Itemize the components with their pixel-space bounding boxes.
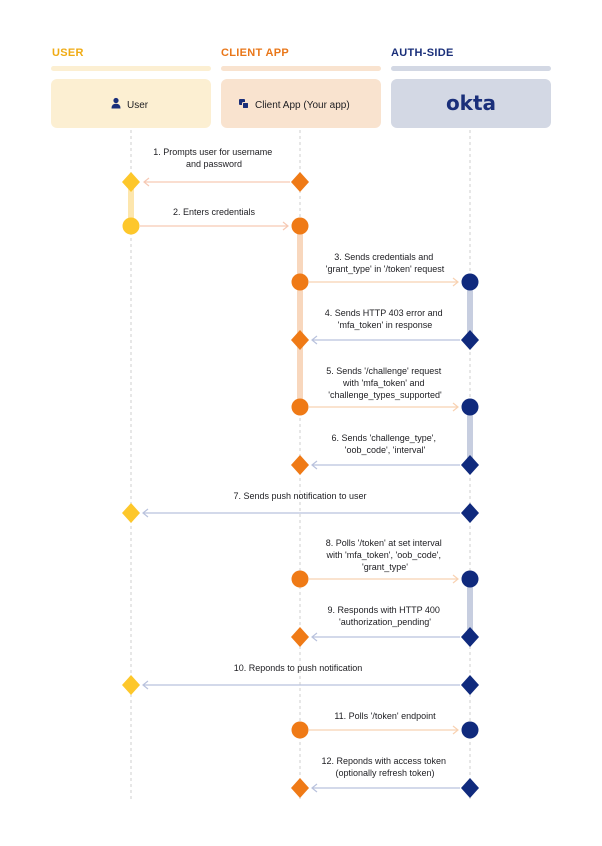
message-label: 8. Polls '/token' at set interval with '… xyxy=(326,538,445,572)
client-circle-node xyxy=(291,273,309,291)
app-windows-icon xyxy=(239,99,249,109)
message-label: 4. Sends HTTP 403 error and 'mfa_token' … xyxy=(325,308,445,330)
message-label: 5. Sends '/challenge' request with 'mfa_… xyxy=(326,366,444,400)
auth-diamond-node xyxy=(461,627,479,647)
message-7: 7. Sends push notification to user xyxy=(142,491,460,518)
lane-title-auth: AUTH-SIDE xyxy=(391,47,454,59)
actor-label-user: User xyxy=(127,100,149,111)
message-4: 4. Sends HTTP 403 error and 'mfa_token' … xyxy=(311,308,460,345)
client-diamond-node xyxy=(291,455,309,475)
actor-box-auth xyxy=(391,79,551,128)
auth-diamond-node xyxy=(461,330,479,350)
actor-label-client: Client App (Your app) xyxy=(255,100,350,111)
message-6: 6. Sends 'challenge_type', 'oob_code', '… xyxy=(311,433,460,470)
auth-diamond-node xyxy=(461,778,479,798)
auth-circle-node xyxy=(461,273,479,291)
person-icon xyxy=(111,97,121,109)
message-10: 10. Reponds to push notification xyxy=(142,663,460,690)
client-circle-node xyxy=(291,398,309,416)
auth-circle-node xyxy=(461,398,479,416)
client-circle-node xyxy=(291,570,309,588)
message-9: 9. Responds with HTTP 400 'authorization… xyxy=(311,605,460,642)
lane-title-user: USER xyxy=(52,47,84,59)
message-label: 12. Reponds with access token (optionall… xyxy=(321,756,448,778)
client-diamond-node xyxy=(291,778,309,798)
user-diamond-node xyxy=(122,675,140,695)
auth-circle-node xyxy=(461,570,479,588)
message-12: 12. Reponds with access token (optionall… xyxy=(311,756,460,793)
user-diamond-node xyxy=(122,172,140,192)
auth-diamond-node xyxy=(461,503,479,523)
message-11: 11. Polls '/token' endpoint xyxy=(309,711,459,735)
auth-circle-node xyxy=(461,721,479,739)
client-circle-node xyxy=(291,217,309,235)
message-label: 7. Sends push notification to user xyxy=(233,491,366,501)
client-circle-node xyxy=(291,721,309,739)
message-8: 8. Polls '/token' at set interval with '… xyxy=(309,538,459,584)
message-label: 11. Polls '/token' endpoint xyxy=(334,711,436,721)
lane-user: USER User xyxy=(51,47,211,128)
activation-user xyxy=(128,182,134,226)
activation-client xyxy=(297,226,303,408)
client-diamond-node xyxy=(291,330,309,350)
message-label: 10. Reponds to push notification xyxy=(234,663,363,673)
lane-band-user xyxy=(51,66,211,71)
lane-client: CLIENT APP Client App (Your app) xyxy=(221,47,381,128)
message-label: 9. Responds with HTTP 400 'authorization… xyxy=(328,605,443,627)
message-5: 5. Sends '/challenge' request with 'mfa_… xyxy=(309,366,459,412)
message-label: 6. Sends 'challenge_type', 'oob_code', '… xyxy=(331,433,438,455)
lane-title-client: CLIENT APP xyxy=(221,47,289,59)
auth-diamond-node xyxy=(461,675,479,695)
user-diamond-node xyxy=(122,503,140,523)
client-diamond-node xyxy=(291,627,309,647)
activation-auth-3 xyxy=(467,579,473,637)
lane-band-auth xyxy=(391,66,551,71)
message-label: 3. Sends credentials and 'grant_type' in… xyxy=(326,252,445,274)
message-2: 2. Enters credentials xyxy=(140,207,289,231)
message-1: 1. Prompts user for username and passwor… xyxy=(143,147,290,187)
actor-box-client xyxy=(221,79,381,128)
activation-auth-2 xyxy=(467,407,473,465)
message-label: 2. Enters credentials xyxy=(173,207,256,217)
message-label: 1. Prompts user for username and passwor… xyxy=(153,147,275,169)
lane-auth: AUTH-SIDE okta xyxy=(391,47,551,128)
lane-band-client xyxy=(221,66,381,71)
okta-logo: okta xyxy=(446,91,496,115)
activation-auth-1 xyxy=(467,282,473,340)
actor-box-user xyxy=(51,79,211,128)
message-3: 3. Sends credentials and 'grant_type' in… xyxy=(309,252,459,287)
auth-diamond-node xyxy=(461,455,479,475)
user-circle-node xyxy=(122,217,140,235)
client-diamond-node xyxy=(291,172,309,192)
